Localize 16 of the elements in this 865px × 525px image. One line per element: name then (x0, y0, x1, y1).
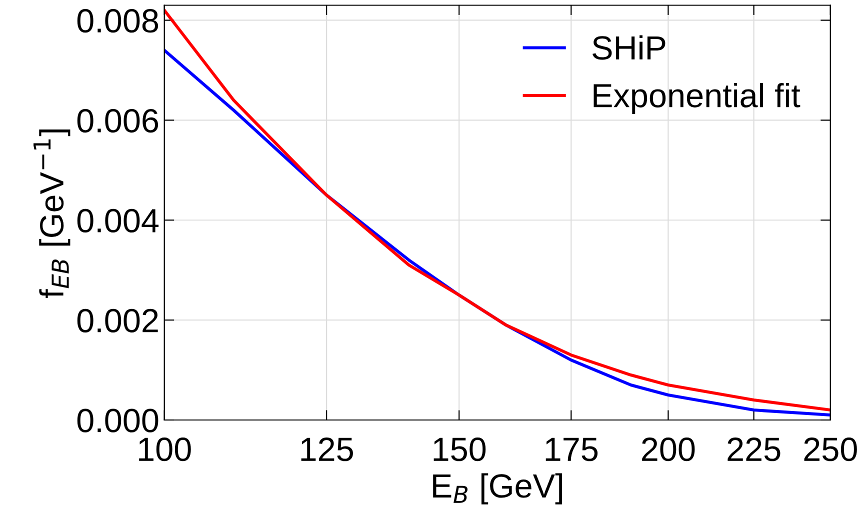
y-axis-title: f$_{EB}$ [GeV$^{−1}$] (34, 129, 70, 298)
x-tick-label: 250 (804, 438, 857, 462)
x-tick-label: 125 (301, 438, 353, 462)
y-tick-label: 0.002 (77, 308, 158, 332)
x-tick-label: 100 (139, 438, 191, 462)
y-tick-label: 0.006 (77, 108, 158, 133)
legend-label: SHiP (592, 35, 666, 60)
x-tick-label: 175 (546, 438, 598, 462)
x-tick-label: 150 (434, 438, 486, 462)
x-tick-label: 225 (728, 438, 780, 462)
y-tick-label: 0.000 (77, 408, 158, 432)
legend-label: Exponential fit (594, 82, 800, 114)
x-tick-label: 200 (642, 438, 695, 462)
x-axis-title: E$_{B}$ [GeV] (433, 473, 562, 504)
y-tick-label: 0.008 (77, 9, 158, 33)
y-tick-label: 0.004 (77, 208, 159, 233)
